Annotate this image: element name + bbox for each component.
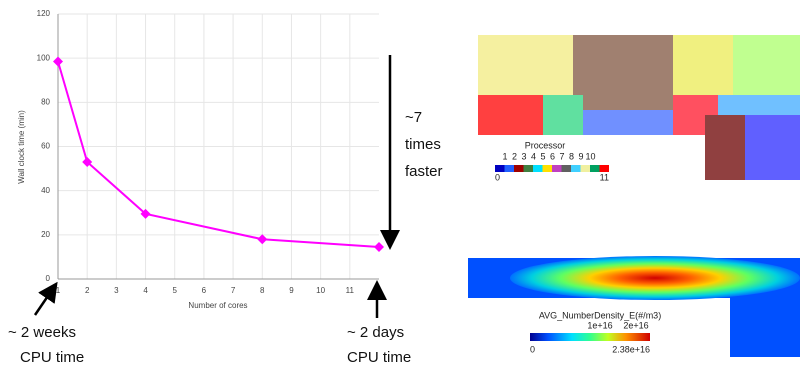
x-tick-label: 10 bbox=[316, 286, 325, 295]
legend-tick: 5 bbox=[540, 151, 545, 161]
color-swatch bbox=[495, 165, 505, 172]
legend-tick: 1 bbox=[502, 151, 507, 161]
x-tick-label: 1 bbox=[56, 286, 61, 295]
arrow bbox=[35, 290, 52, 315]
annotation: ~ 2 weeks bbox=[8, 324, 76, 341]
x-tick-label: 8 bbox=[260, 286, 265, 295]
y-tick-label: 100 bbox=[37, 53, 51, 62]
color-swatch bbox=[524, 165, 534, 172]
legend-tick: 7 bbox=[559, 151, 564, 161]
color-swatch bbox=[600, 165, 610, 172]
color-swatch bbox=[543, 165, 553, 172]
legend-tick: 6 bbox=[550, 151, 555, 161]
y-tick-label: 20 bbox=[41, 230, 50, 239]
annotation: faster bbox=[405, 163, 443, 180]
chart: Processor 12345678910011 AVG_NumberDensi… bbox=[0, 0, 800, 374]
color-swatch bbox=[571, 165, 581, 172]
x-tick-label: 2 bbox=[85, 286, 90, 295]
annotation: CPU time bbox=[20, 349, 84, 366]
legend-title: AVG_NumberDensity_E(#/m3) bbox=[539, 310, 661, 320]
y-tick-label: 0 bbox=[46, 274, 51, 283]
annotation: CPU time bbox=[347, 349, 411, 366]
color-swatch bbox=[505, 165, 515, 172]
y-tick-label: 120 bbox=[37, 9, 51, 18]
x-tick-label: 4 bbox=[143, 286, 148, 295]
legend-tick: 1e+16 bbox=[587, 320, 612, 330]
legend-max: 2.38e+16 bbox=[612, 344, 650, 354]
page: Processor 12345678910011 AVG_NumberDensi… bbox=[0, 0, 800, 374]
y-tick-label: 80 bbox=[41, 97, 50, 106]
marker bbox=[257, 234, 267, 244]
marker bbox=[374, 242, 384, 252]
color-swatch bbox=[562, 165, 572, 172]
legend-tick: 4 bbox=[531, 151, 536, 161]
legend-tick: 9 bbox=[578, 151, 583, 161]
legend-min: 0 bbox=[530, 344, 535, 354]
x-tick-label: 5 bbox=[173, 286, 178, 295]
contour-inset: AVG_NumberDensity_E(#/m3) 1e+16 2e+16 0 … bbox=[468, 256, 800, 360]
legend-min: 0 bbox=[495, 172, 500, 182]
annotation: ~7 bbox=[405, 109, 422, 126]
y-tick-label: 60 bbox=[41, 142, 50, 151]
y-axis-label: Wall clock time (min) bbox=[17, 110, 26, 184]
legend-tick: 8 bbox=[569, 151, 574, 161]
x-tick-label: 3 bbox=[114, 286, 119, 295]
annotation: times bbox=[405, 136, 441, 153]
x-axis-label: Number of cores bbox=[188, 301, 247, 310]
line bbox=[58, 61, 379, 247]
y-tick-label: 40 bbox=[41, 186, 50, 195]
legend-title: Processor bbox=[525, 140, 566, 150]
color-swatch bbox=[590, 165, 600, 172]
color-swatch bbox=[552, 165, 562, 172]
color-swatch bbox=[581, 165, 591, 172]
legend-tick: 2 bbox=[512, 151, 517, 161]
legend-tick: 10 bbox=[585, 151, 595, 161]
legend-tick: 2e+16 bbox=[623, 320, 648, 330]
color-swatch bbox=[514, 165, 524, 172]
legend-max: 11 bbox=[600, 172, 609, 182]
annotation: ~ 2 days bbox=[347, 324, 404, 341]
color-swatch bbox=[533, 165, 543, 172]
x-tick-label: 9 bbox=[289, 286, 294, 295]
x-tick-label: 11 bbox=[346, 286, 355, 295]
legend-tick: 3 bbox=[521, 151, 526, 161]
x-tick-label: 7 bbox=[231, 286, 236, 295]
x-tick-label: 6 bbox=[202, 286, 207, 295]
